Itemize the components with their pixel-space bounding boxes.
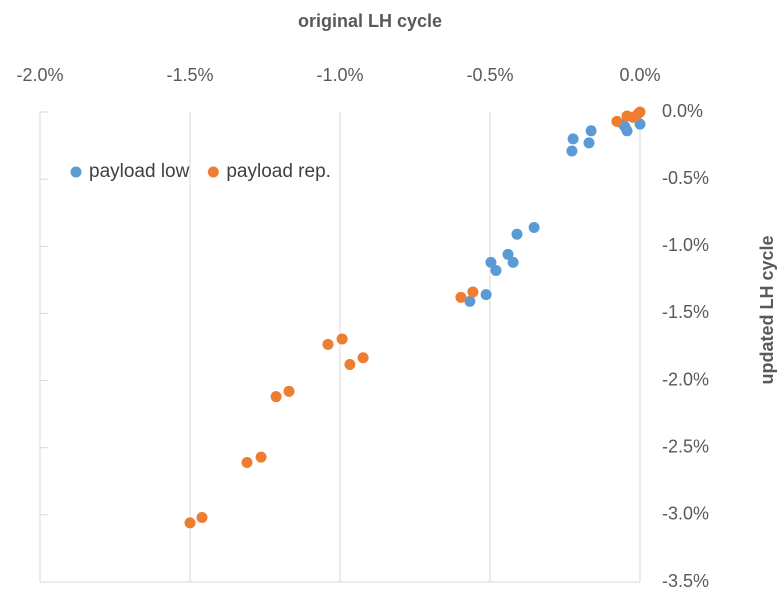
x-tick-label: -2.0%	[16, 65, 63, 85]
point	[634, 106, 646, 118]
point	[464, 295, 476, 307]
x-tick-label: -1.5%	[166, 65, 213, 85]
x-tick-label: -1.0%	[316, 65, 363, 85]
point	[634, 118, 646, 130]
point	[241, 456, 253, 468]
point	[502, 248, 514, 260]
point	[583, 137, 595, 149]
point	[467, 286, 479, 298]
point	[490, 264, 502, 276]
y-tick-label: -3.0%	[662, 504, 709, 524]
point	[196, 512, 208, 524]
point	[255, 451, 267, 463]
point	[480, 289, 492, 301]
y-tick-label: 0.0%	[662, 101, 703, 121]
y-tick-label: -2.0%	[662, 369, 709, 389]
legend-marker	[70, 166, 82, 178]
legend-marker	[207, 166, 219, 178]
point	[611, 115, 623, 127]
point	[507, 256, 519, 268]
point	[485, 256, 497, 268]
point	[567, 133, 579, 145]
point	[184, 517, 196, 529]
point	[344, 358, 356, 370]
y-axis-title: updated LH cycle	[757, 235, 777, 384]
y-tick-label: -3.5%	[662, 571, 709, 591]
y-tick-label: -0.5%	[662, 168, 709, 188]
x-tick-label: 0.0%	[619, 65, 660, 85]
point	[585, 125, 597, 137]
point	[270, 391, 282, 403]
legend-label: payload rep.	[226, 161, 331, 182]
y-tick-label: -1.0%	[662, 235, 709, 255]
point	[283, 385, 295, 397]
point	[455, 291, 467, 303]
x-tick-label: -0.5%	[466, 65, 513, 85]
point	[357, 352, 369, 364]
point	[528, 221, 540, 233]
y-tick-label: -1.5%	[662, 302, 709, 322]
point	[511, 228, 523, 240]
point	[322, 338, 334, 350]
legend-label: payload low	[89, 161, 190, 182]
x-axis-title: original LH cycle	[298, 11, 442, 31]
point	[336, 333, 348, 345]
point	[566, 145, 578, 157]
y-tick-label: -2.5%	[662, 436, 709, 456]
